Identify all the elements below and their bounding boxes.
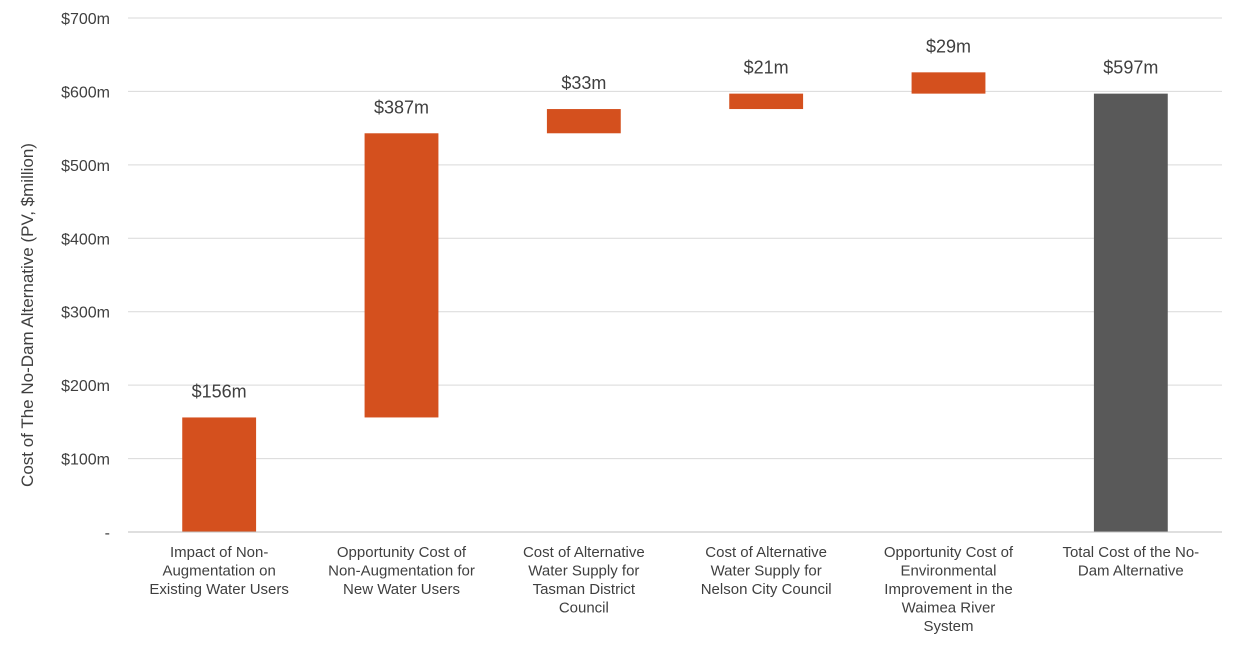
increase-bar	[729, 93, 804, 110]
data-label: $597m	[1103, 58, 1158, 78]
category-label: Opportunity Cost of Environmental Improvem…	[884, 544, 1014, 635]
y-axis-ticks: - $100m $200m $300m $400m $500m $600m $700m	[61, 11, 110, 542]
category-label: Cost of Alternative Water Supply for Nelso…	[701, 544, 832, 598]
increase-bar	[911, 72, 986, 94]
data-label: $29m	[926, 36, 971, 56]
category-label: Total Cost of the No-Dam Alternative	[1062, 544, 1199, 580]
y-tick-label: $200m	[61, 378, 110, 395]
bars	[182, 72, 1168, 532]
y-axis-title: Cost of The No-Dam Alternative (PV, $mil…	[18, 143, 37, 487]
y-tick-label: $700m	[61, 11, 110, 28]
gridlines	[128, 17, 1222, 460]
y-tick-label: $300m	[61, 305, 110, 322]
category-label: Cost of Alternative Water Supply for Tasma…	[523, 544, 645, 617]
data-label: $33m	[561, 73, 606, 93]
data-label: $21m	[744, 58, 789, 78]
increase-bar	[546, 109, 621, 134]
total-bar	[1093, 93, 1168, 532]
category-label: Impact of Non-Augmentation on Existing Wa…	[149, 544, 288, 598]
increase-bar	[182, 417, 257, 532]
category-labels: Impact of Non-Augmentation on Existing Wa…	[149, 544, 1199, 635]
y-tick-label: $500m	[61, 158, 110, 175]
y-tick-label: $100m	[61, 452, 110, 469]
data-labels: $156m $387m $33m $21m $29m $597m	[192, 36, 1159, 401]
data-label: $387m	[374, 97, 429, 117]
y-tick-label: -	[105, 525, 110, 542]
y-tick-label: $600m	[61, 84, 110, 101]
category-label: Opportunity Cost of Non-Augmentation for N…	[328, 544, 475, 598]
y-tick-label: $400m	[61, 231, 110, 248]
data-label: $156m	[192, 381, 247, 401]
increase-bar	[364, 133, 439, 418]
